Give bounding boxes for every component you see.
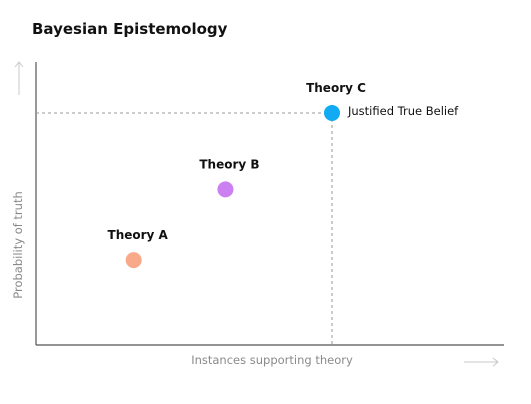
axis-arrows xyxy=(14,61,499,367)
axes xyxy=(35,62,504,346)
data-point xyxy=(125,252,142,269)
chart-title: Bayesian Epistemology xyxy=(32,20,228,38)
data-points xyxy=(125,104,340,269)
reference-lines xyxy=(36,112,333,345)
point-annotation: Justified True Belief xyxy=(347,104,459,118)
y-arrow-icon xyxy=(14,61,24,95)
data-point xyxy=(324,104,340,121)
point-label: Theory A xyxy=(108,228,169,242)
data-point xyxy=(217,181,234,198)
x-axis-label: Instances supporting theory xyxy=(191,353,353,367)
point-label: Theory C xyxy=(306,81,366,95)
point-label: Theory B xyxy=(199,157,259,171)
point-labels: Theory A Theory B Theory C Justified True B… xyxy=(108,81,460,242)
x-arrow-icon xyxy=(464,357,499,367)
y-axis-label: Probability of truth xyxy=(11,191,25,299)
